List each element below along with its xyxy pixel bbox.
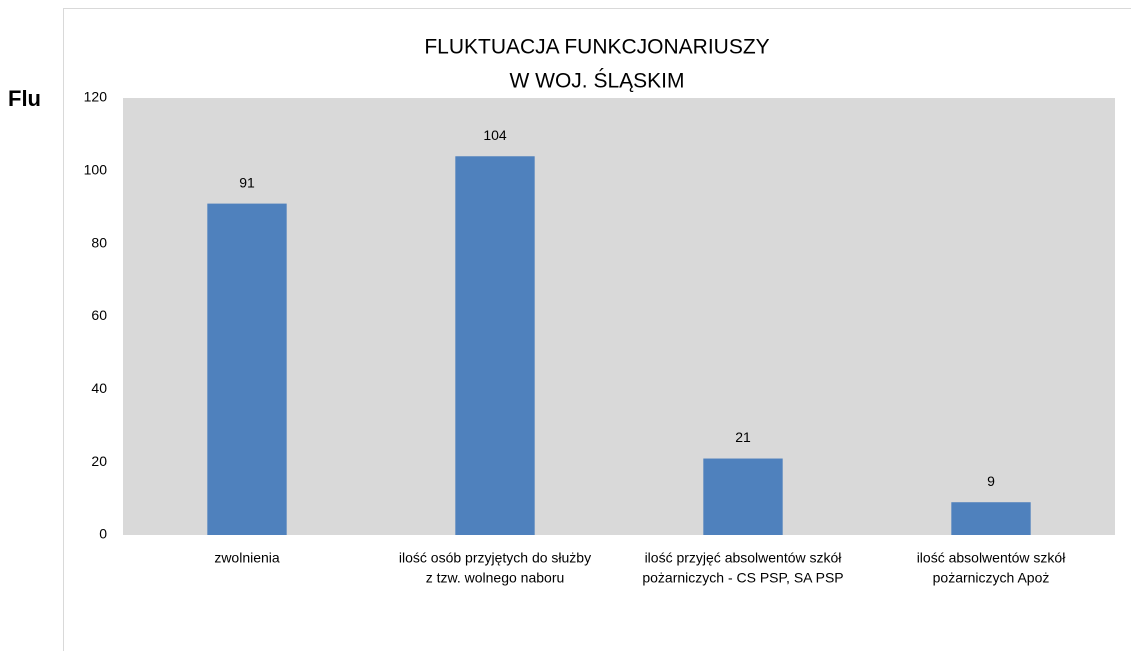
background-text: Flu bbox=[8, 86, 41, 111]
data-label: 9 bbox=[987, 473, 995, 489]
y-tick-label: 100 bbox=[84, 162, 108, 178]
y-tick-label: 80 bbox=[91, 234, 107, 250]
chart-title: FLUKTUACJA FUNKCJONARIUSZY bbox=[424, 36, 769, 59]
data-label: 21 bbox=[735, 429, 751, 445]
x-tick-label: ilość absolwentów szkół bbox=[917, 550, 1067, 566]
y-tick-label: 60 bbox=[91, 307, 107, 323]
y-tick-label: 120 bbox=[84, 89, 108, 105]
y-tick-label: 0 bbox=[99, 526, 107, 542]
bar bbox=[455, 156, 535, 535]
data-label: 91 bbox=[239, 174, 255, 190]
y-tick-label: 40 bbox=[91, 380, 107, 396]
bar bbox=[207, 203, 287, 535]
data-label: 104 bbox=[483, 127, 507, 143]
bar bbox=[703, 458, 783, 535]
x-tick-label: z tzw. wolnego naboru bbox=[426, 570, 565, 586]
x-tick-label: ilość przyjęć absolwentów szkół bbox=[645, 550, 843, 566]
y-tick-label: 20 bbox=[91, 453, 107, 469]
x-tick-label: ilość osób przyjętych do służby bbox=[399, 550, 591, 566]
x-tick-label: pożarniczych - CS PSP, SA PSP bbox=[642, 570, 843, 586]
x-tick-label: pożarniczych Apoż bbox=[933, 570, 1050, 586]
plot-area bbox=[123, 98, 1115, 535]
x-tick-label: zwolnienia bbox=[214, 550, 280, 566]
bar bbox=[951, 502, 1031, 535]
chart-title: W WOJ. ŚLĄSKIM bbox=[509, 69, 684, 93]
